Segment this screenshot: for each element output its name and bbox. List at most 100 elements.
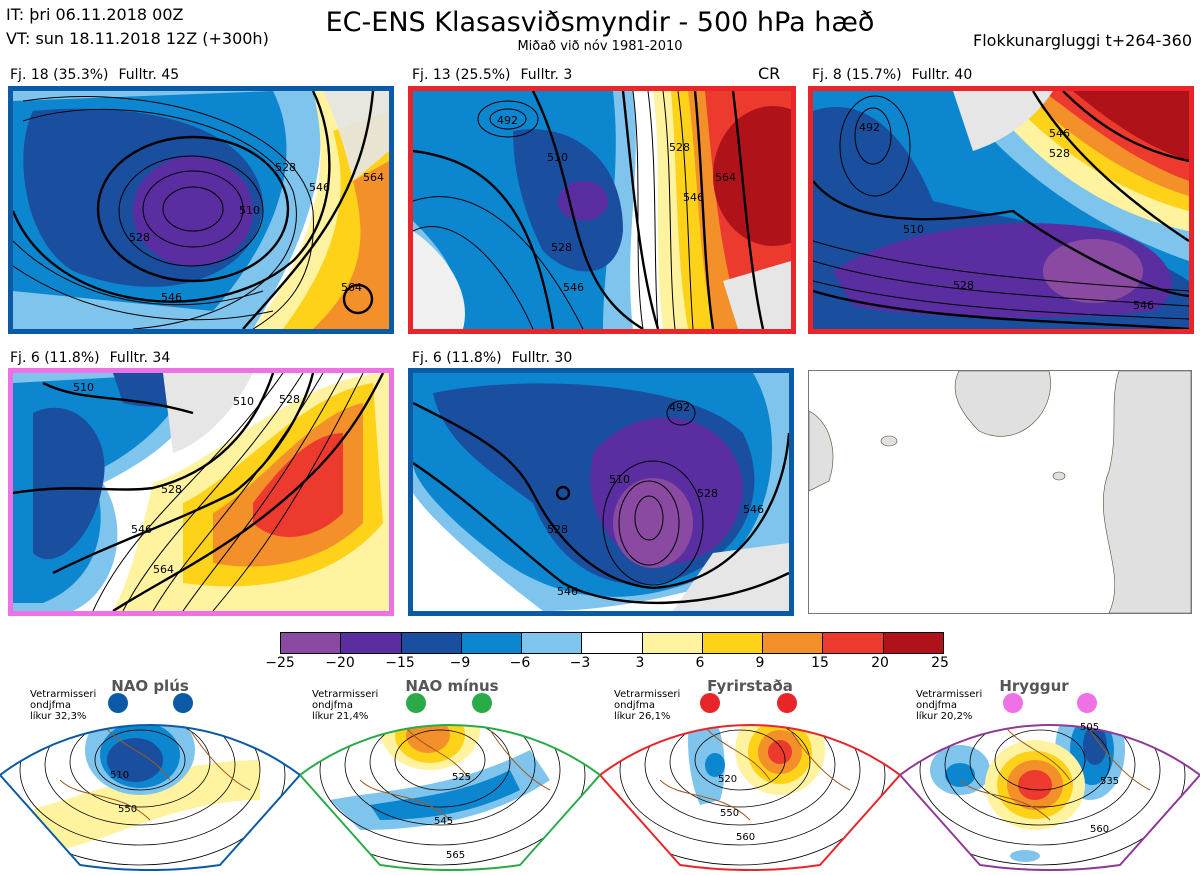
regime-4-map: 505 535 560 xyxy=(898,690,1200,872)
colorbar-swatch xyxy=(522,633,583,653)
panel-5-fj: Fj. 6 (11.8%) xyxy=(412,350,502,366)
panel-5-contour-label: 546 xyxy=(557,585,578,598)
panel-5-contour-label: 546 xyxy=(743,503,764,516)
panel-4-fulltr: Fulltr. 34 xyxy=(109,350,171,366)
regime-2-dot-left xyxy=(406,693,426,713)
panel-2-fj: Fj. 13 (25.5%) xyxy=(412,67,511,83)
panel-3-contour-label: 546 xyxy=(1133,299,1154,312)
regime-4-contour-label: 560 xyxy=(1090,824,1109,835)
regime-1-type: ondjfma xyxy=(30,700,71,711)
regime-2-season: Vetrarmisseri xyxy=(312,689,379,700)
panel-3-contour-label: 546 xyxy=(1049,127,1070,140)
colorbar-tick: −20 xyxy=(325,655,355,671)
colorbar-tick: 20 xyxy=(871,655,889,671)
page-title: EC-ENS Klasasviðsmyndir - 500 hPa hæð xyxy=(325,7,875,38)
regime-1-map: 510 550 xyxy=(0,690,302,872)
panel-3-fj: Fj. 8 (15.7%) xyxy=(812,67,902,83)
cluster-map-2: 492 510 528 546 564 528 546 xyxy=(408,86,796,334)
regime-3-contour-label: 550 xyxy=(720,808,739,819)
panel-2-contour-label: 492 xyxy=(497,114,518,127)
regime-1-caption: Vetrarmisseri ondjfma líkur 32,3% xyxy=(30,689,96,722)
regime-4-dot-right xyxy=(1077,693,1097,713)
panel-3-contour-label: 510 xyxy=(903,223,924,236)
panel-2-label: Fj. 13 (25.5%) Fulltr. 3 xyxy=(412,67,582,83)
regime-1-prob: líkur 32,3% xyxy=(30,711,87,722)
regime-4-title: Hryggur xyxy=(999,677,1069,695)
regime-1-title: NAO plús xyxy=(111,677,189,695)
panel-2-contour-label: 528 xyxy=(669,141,690,154)
regime-3-dot-right xyxy=(777,693,797,713)
colorbar-swatch xyxy=(341,633,402,653)
colorbar-swatch xyxy=(823,633,884,653)
regime-2-title: NAO mínus xyxy=(405,677,499,695)
regime-2-contour-label: 565 xyxy=(446,850,465,861)
panel-5-label: Fj. 6 (11.8%) Fulltr. 30 xyxy=(412,350,582,366)
colorbar-swatch xyxy=(582,633,643,653)
regime-4-caption: Vetrarmisseri ondjfma líkur 20,2% xyxy=(916,689,982,722)
colorbar-swatch xyxy=(883,633,943,653)
regime-3-contour-label: 560 xyxy=(736,832,755,843)
regime-4-contour-label: 535 xyxy=(1100,776,1119,787)
panel-4-contour-label: 510 xyxy=(233,395,254,408)
panel-3-label: Fj. 8 (15.7%) Fulltr. 40 xyxy=(812,67,982,83)
panel-1-label: Fj. 18 (35.3%) Fulltr. 45 xyxy=(10,67,189,83)
regime-2-caption: Vetrarmisseri ondjfma líkur 21,4% xyxy=(312,689,378,722)
panel-1-contour-label: 564 xyxy=(341,281,362,294)
panel-5-fulltr: Fulltr. 30 xyxy=(511,350,573,366)
panel-2-contour-label: 510 xyxy=(547,151,568,164)
classification-window: Flokkunargluggi t+264-360 xyxy=(973,31,1192,50)
regime-1-dot-left xyxy=(108,693,128,713)
panel-3-contour-label: 492 xyxy=(859,121,880,134)
panel-2-contour-label: 528 xyxy=(551,241,572,254)
cluster-map-5: 492 510 528 546 528 546 xyxy=(408,368,794,616)
regime-3-contour-label: 520 xyxy=(718,774,737,785)
panel-4-contour-label: 546 xyxy=(131,523,152,536)
panel-1-contour-label: 546 xyxy=(309,181,330,194)
panel-4-contour-label: 528 xyxy=(279,393,300,406)
regime-4-dot-left xyxy=(1003,693,1023,713)
regime-2-map: 525 545 565 xyxy=(298,690,602,872)
colorbar-swatch xyxy=(763,633,824,653)
panel-3-contour-label: 528 xyxy=(953,279,974,292)
colorbar-swatch xyxy=(281,633,342,653)
regime-1-dot-right xyxy=(173,693,193,713)
empty-basemap xyxy=(808,370,1192,614)
panel-5-contour-label: 528 xyxy=(547,523,568,536)
panel-1-contour-label: 510 xyxy=(239,204,260,217)
panel-5-contour-label: 510 xyxy=(609,473,630,486)
regime-3-type: ondjfma xyxy=(614,700,655,711)
cluster-map-3: 492 510 528 546 528 546 xyxy=(808,86,1194,334)
panel-1-contour-label: 546 xyxy=(161,291,182,304)
colorbar-tick: 3 xyxy=(635,655,645,671)
colorbar-tick: 9 xyxy=(755,655,765,671)
panel-4-contour-label: 528 xyxy=(161,483,182,496)
cluster-map-4: 510 528 546 564 510 528 xyxy=(8,368,394,616)
panel-1-contour-label: 528 xyxy=(275,161,296,174)
panel-1-contour-label: 528 xyxy=(129,231,150,244)
regime-4-prob: líkur 20,2% xyxy=(916,711,973,722)
panel-2-contour-label: 546 xyxy=(683,191,704,204)
regime-2-contour-label: 545 xyxy=(434,816,453,827)
regime-1-contour-label: 550 xyxy=(118,804,137,815)
colorbar xyxy=(280,632,944,654)
regime-4-contour-label: 505 xyxy=(1080,722,1099,733)
regime-2-contour-label: 525 xyxy=(452,772,471,783)
panel-1-contour-label: 564 xyxy=(363,171,384,184)
page-subtitle: Miðað við nóv 1981-2010 xyxy=(517,39,683,54)
valid-time: VT: sun 18.11.2018 12Z (+300h) xyxy=(6,29,269,48)
panel-2-contour-label: 546 xyxy=(563,281,584,294)
panel-1-fulltr: Fulltr. 45 xyxy=(118,67,180,83)
panel-2-fulltr: Fulltr. 3 xyxy=(520,67,573,83)
colorbar-swatch xyxy=(642,633,703,653)
cluster-map-1: 510 528 546 564 564 528 546 xyxy=(8,86,394,334)
regime-2-prob: líkur 21,4% xyxy=(312,711,369,722)
panel-5-contour-label: 528 xyxy=(697,487,718,500)
panel-4-fj: Fj. 6 (11.8%) xyxy=(10,350,100,366)
panel-4-contour-label: 510 xyxy=(73,381,94,394)
colorbar-tick: −6 xyxy=(509,655,531,671)
colorbar-tick: −15 xyxy=(385,655,415,671)
regime-1-contour-label: 510 xyxy=(110,770,129,781)
panel-4-label: Fj. 6 (11.8%) Fulltr. 34 xyxy=(10,350,180,366)
regime-3-caption: Vetrarmisseri ondjfma líkur 26,1% xyxy=(614,689,680,722)
colorbar-tick: −3 xyxy=(569,655,591,671)
